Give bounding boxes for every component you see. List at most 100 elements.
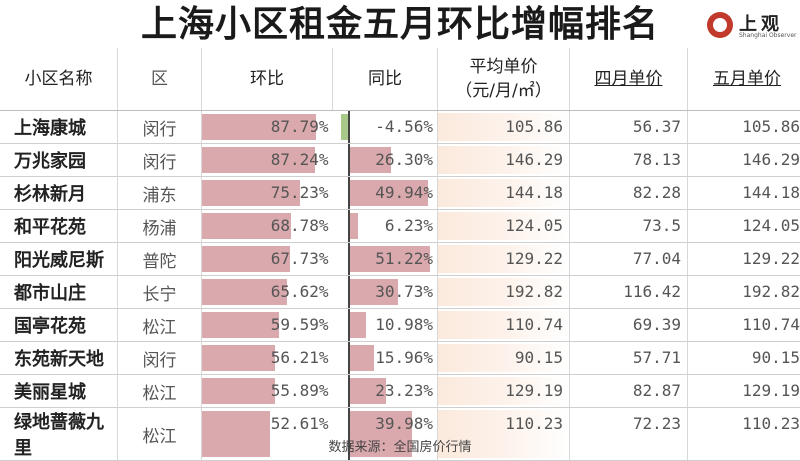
avg-value: 146.29 [505, 144, 563, 176]
avg-value: 144.18 [505, 177, 563, 209]
cell-name: 上海康城 [0, 111, 118, 144]
apr-value: 57.71 [633, 342, 681, 374]
cell-avg: 144.18 [438, 177, 570, 210]
cell-yoy: 30.73% [333, 276, 438, 309]
cell-district: 闵行 [118, 144, 202, 177]
cell-avg: 146.29 [438, 144, 570, 177]
cell-name: 都市山庄 [0, 276, 118, 309]
cell-district: 闵行 [118, 111, 202, 144]
mom-label: 56.21% [271, 342, 329, 374]
avg-value: 90.15 [515, 342, 563, 374]
may-value: 192.82 [742, 276, 800, 308]
yoy-label: 15.96% [375, 342, 433, 374]
may-value: 110.74 [742, 309, 800, 341]
apr-value: 56.37 [633, 111, 681, 143]
cell-yoy: -4.56% [333, 111, 438, 144]
mom-label: 87.24% [271, 144, 329, 176]
cell-may: 105.86 [688, 111, 800, 144]
mom-label: 59.59% [271, 309, 329, 341]
cell-may: 124.05 [688, 210, 800, 243]
avg-value: 124.05 [505, 210, 563, 242]
header-avg-line1: 平均单价 [470, 57, 538, 77]
cell-district: 长宁 [118, 276, 202, 309]
cell-yoy: 10.98% [333, 309, 438, 342]
table-header-row: 小区名称 区 环比 同比 平均单价 （元/月/㎡） 四月单价 五月单价 [0, 48, 800, 111]
may-value: 90.15 [752, 342, 800, 374]
table-row: 上海康城闵行 87.79% -4.56% 105.86 56.37 105.86 [0, 111, 800, 144]
header-apr-label: 四月单价 [595, 69, 663, 89]
apr-value: 82.87 [633, 375, 681, 407]
cell-yoy: 15.96% [333, 342, 438, 375]
logo: 上观 Shanghai Observer [705, 8, 797, 44]
apr-value: 82.28 [633, 177, 681, 209]
cell-name: 和平花苑 [0, 210, 118, 243]
apr-value: 78.13 [633, 144, 681, 176]
cell-may: 129.22 [688, 243, 800, 276]
cell-avg: 90.15 [438, 342, 570, 375]
cell-apr: 69.39 [570, 309, 688, 342]
cell-avg: 129.22 [438, 243, 570, 276]
may-value: 129.22 [742, 243, 800, 275]
yoy-label: 30.73% [375, 276, 433, 308]
cell-mom: 65.62% [202, 276, 333, 309]
cell-apr: 56.37 [570, 111, 688, 144]
avg-value: 129.22 [505, 243, 563, 275]
cell-yoy: 26.30% [333, 144, 438, 177]
cell-apr: 57.71 [570, 342, 688, 375]
mom-label: 55.89% [271, 375, 329, 407]
yoy-zero-axis [348, 243, 350, 275]
cell-name: 万兆家园 [0, 144, 118, 177]
apr-value: 77.04 [633, 243, 681, 275]
yoy-zero-axis [348, 144, 350, 176]
cell-yoy: 6.23% [333, 210, 438, 243]
yoy-bar [349, 312, 367, 338]
yoy-zero-axis [348, 111, 350, 143]
cell-mom: 56.21% [202, 342, 333, 375]
cell-apr: 78.13 [570, 144, 688, 177]
yoy-zero-axis [348, 375, 350, 407]
cell-apr: 82.28 [570, 177, 688, 210]
source-note: 数据来源：全国房价行情 [0, 437, 800, 459]
logo-subtitle: Shanghai Observer [739, 32, 796, 39]
cell-district: 松江 [118, 375, 202, 408]
cell-name: 东苑新天地 [0, 342, 118, 375]
cell-mom: 87.24% [202, 144, 333, 177]
cell-name: 美丽星城 [0, 375, 118, 408]
yoy-zero-axis [348, 177, 350, 209]
mom-label: 87.79% [271, 111, 329, 143]
rent-ranking-table: 小区名称 区 环比 同比 平均单价 （元/月/㎡） 四月单价 五月单价 上海康城… [0, 48, 800, 461]
apr-value: 69.39 [633, 309, 681, 341]
cell-mom: 59.59% [202, 309, 333, 342]
yoy-label: 51.22% [375, 243, 433, 275]
cell-mom: 75.23% [202, 177, 333, 210]
yoy-label: -4.56% [375, 111, 433, 143]
avg-value: 105.86 [505, 111, 563, 143]
cell-mom: 68.78% [202, 210, 333, 243]
header-name: 小区名称 [0, 48, 118, 111]
apr-value: 116.42 [623, 276, 681, 308]
cell-avg: 129.19 [438, 375, 570, 408]
cell-may: 144.18 [688, 177, 800, 210]
cell-yoy: 23.23% [333, 375, 438, 408]
header-apr: 四月单价 [570, 48, 688, 111]
mom-bar [202, 312, 279, 338]
mom-label: 68.78% [271, 210, 329, 242]
yoy-label: 26.30% [375, 144, 433, 176]
yoy-zero-axis [348, 276, 350, 308]
page-title: 上海小区租金五月环比增幅排名 [0, 2, 800, 48]
header-avg-line2: （元/月/㎡） [455, 81, 551, 101]
cell-may: 192.82 [688, 276, 800, 309]
header-avg: 平均单价 （元/月/㎡） [438, 48, 570, 111]
may-value: 105.86 [742, 111, 800, 143]
cell-may: 90.15 [688, 342, 800, 375]
cell-mom: 87.79% [202, 111, 333, 144]
may-value: 129.19 [742, 375, 800, 407]
cell-may: 129.19 [688, 375, 800, 408]
